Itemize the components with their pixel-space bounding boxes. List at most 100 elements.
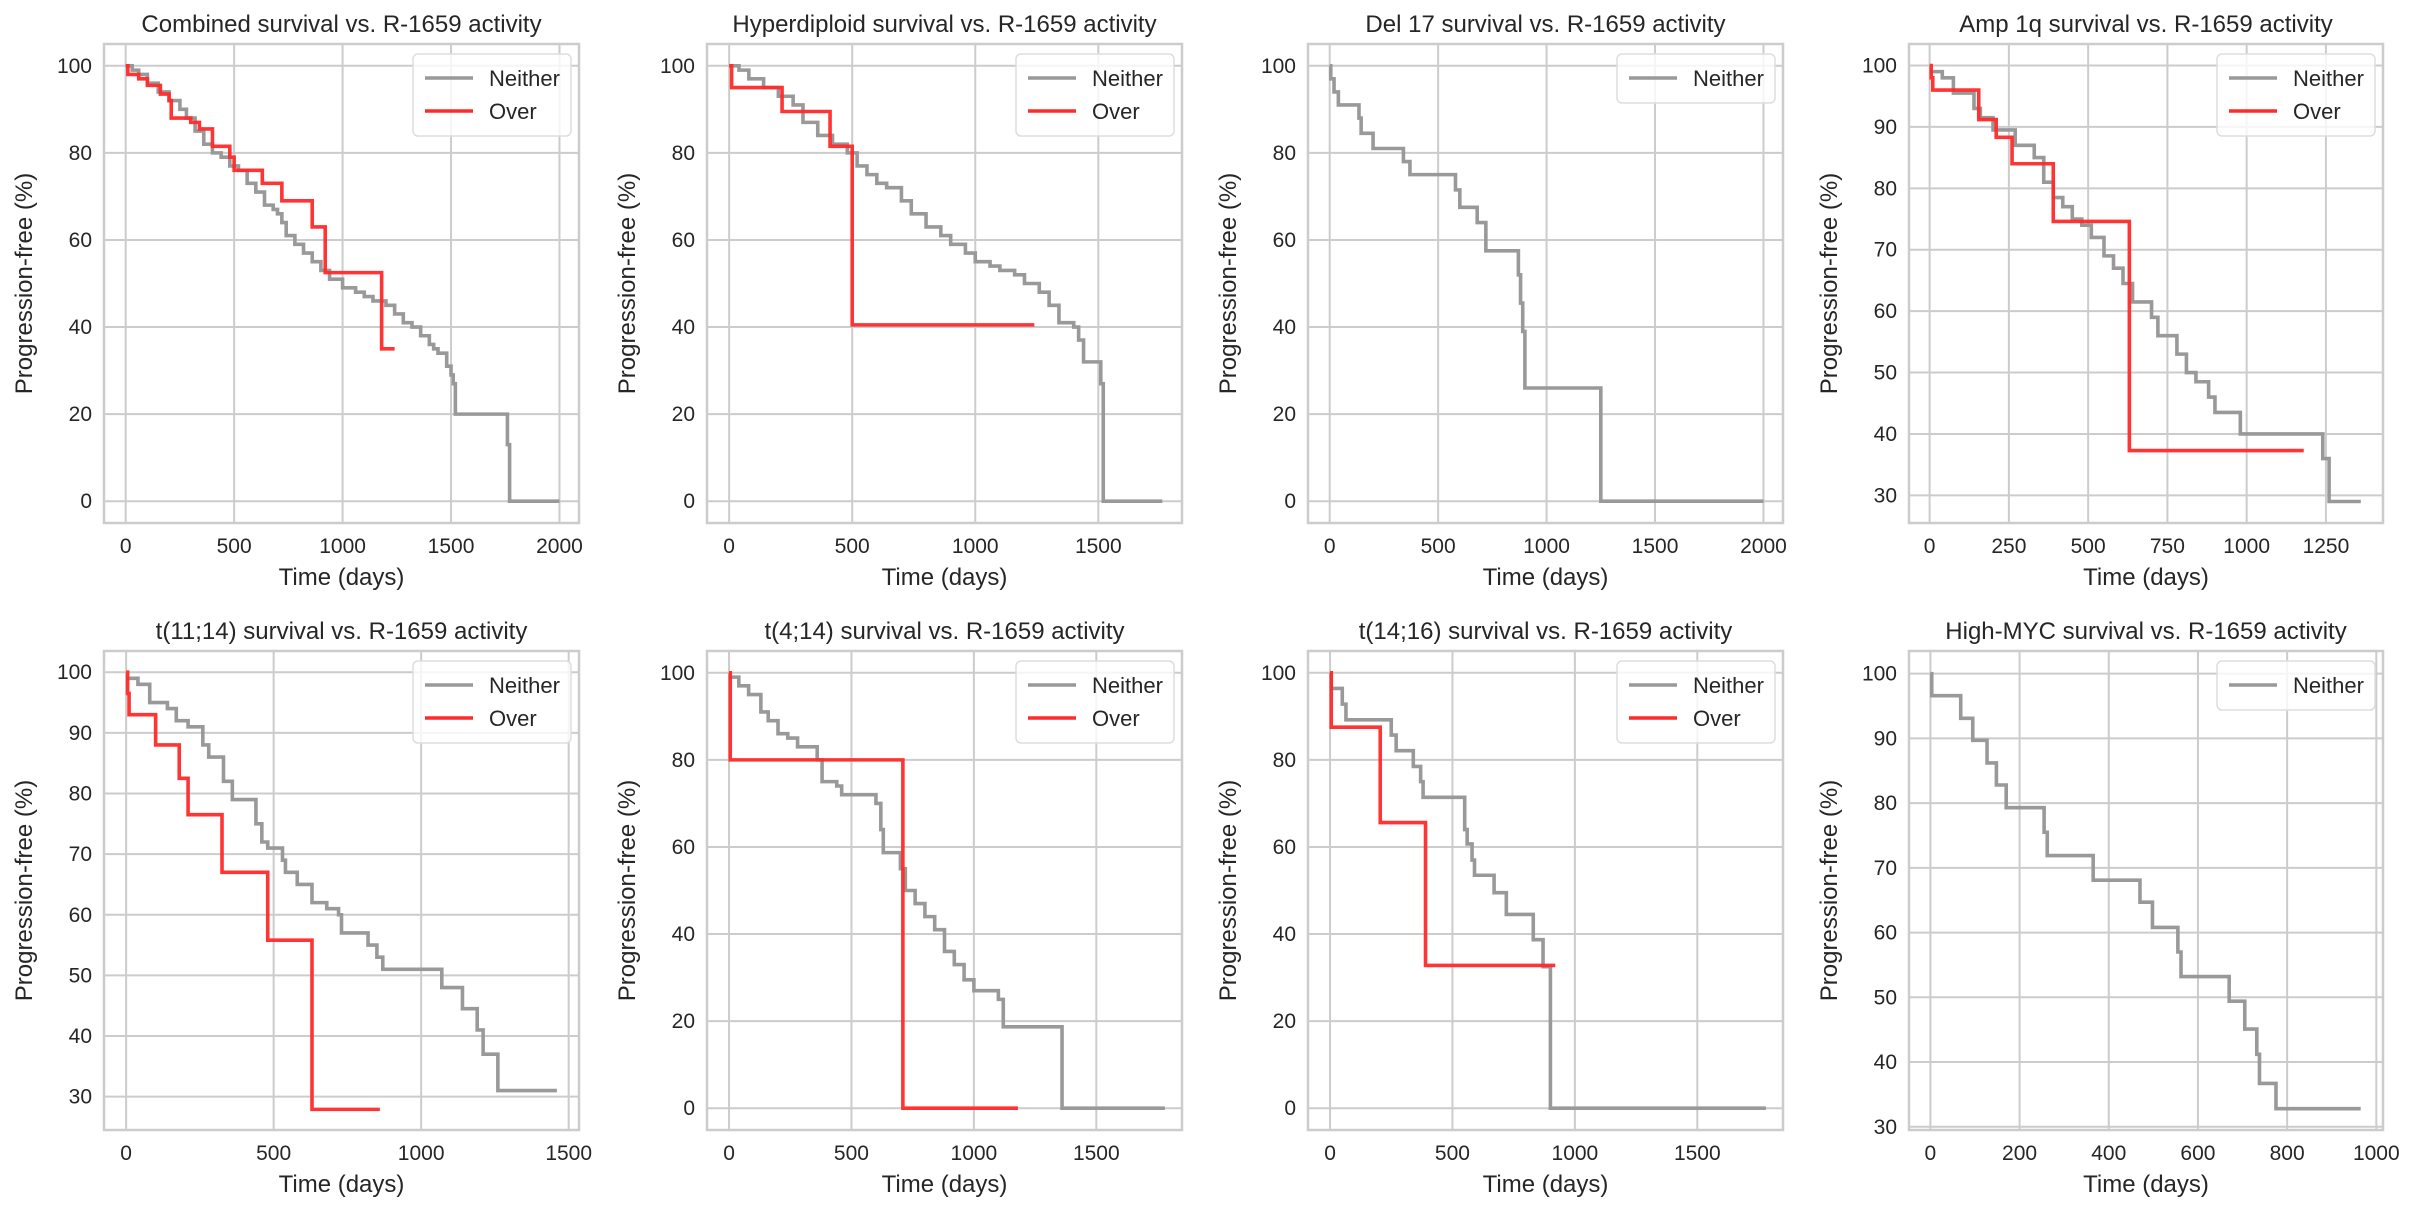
y-tick-label: 20 [69, 403, 92, 426]
legend: Neither [2216, 660, 2376, 711]
x-tick-label: 500 [2071, 535, 2106, 558]
y-tick-label: 50 [1874, 362, 1897, 385]
subplot-8: 0 200 400 600 800 1000 30 40 50 60 70 80 90 100 Neithe… [1816, 618, 2400, 1198]
x-tick-label: 500 [1421, 535, 1456, 558]
subplot-6: 0 500 1000 1500 0 20 40 60 80 100 Neither Over t(4;1… [614, 618, 1184, 1198]
x-tick-label: 0 [1324, 1142, 1336, 1165]
axes-frame [705, 649, 1184, 1132]
x-tick-label: 200 [2002, 1142, 2037, 1165]
y-tick-label: 40 [672, 316, 695, 339]
y-axis-label: Progression-free (%) [1215, 780, 1242, 1001]
x-tick-label: 0 [1925, 1142, 1937, 1165]
y-tick-label: 60 [1874, 300, 1897, 323]
y-tick-label: 40 [69, 316, 92, 339]
y-tick-label: 40 [69, 1025, 92, 1048]
legend: Neither Over [1616, 660, 1776, 744]
y-tick-label: 60 [672, 836, 695, 859]
x-tick-label: 1500 [1075, 535, 1122, 558]
plot-area [1909, 651, 2383, 1130]
x-tick-label: 1500 [1073, 1142, 1120, 1165]
legend: Neither Over [412, 660, 572, 744]
x-axis-label: Time (days) [1483, 1171, 1609, 1198]
series-line-over [1329, 670, 1556, 968]
y-tick-label: 20 [1273, 403, 1296, 426]
subplot-5: 0 500 1000 1500 30 40 50 60 70 80 90 100 Neither Over… [11, 618, 592, 1198]
y-tick-label: 0 [683, 490, 695, 513]
x-tick-label: 0 [120, 1142, 132, 1165]
series-line-over [125, 63, 395, 351]
y-tick-label: 90 [1874, 727, 1897, 750]
legend-label-neither: Neither [1693, 673, 1764, 698]
legend: Neither Over [2216, 53, 2376, 137]
x-axis-label: Time (days) [2083, 1171, 2209, 1198]
legend-label-neither: Neither [2293, 66, 2364, 91]
y-tick-label: 40 [672, 923, 695, 946]
y-tick-label: 40 [1273, 923, 1296, 946]
legend-box [1616, 660, 1776, 744]
series-line-neither [729, 675, 1165, 1111]
x-tick-label: 400 [2091, 1142, 2126, 1165]
x-tick-label: 1000 [2353, 1142, 2400, 1165]
y-axis-label: Progression-free (%) [1816, 173, 1843, 394]
subplot-title: Amp 1q survival vs. R-1659 activity [1959, 11, 2332, 38]
subplot-title: t(14;16) survival vs. R-1659 activity [1359, 618, 1732, 645]
subplot-4: 0 250 500 750 1000 1250 30 40 50 60 70 80 90 100 Neith… [1816, 11, 2385, 591]
x-tick-label: 250 [1991, 535, 2026, 558]
y-tick-label: 50 [69, 964, 92, 987]
x-tick-label: 1000 [951, 1142, 998, 1165]
legend-label-over: Over [1693, 706, 1741, 731]
y-tick-label: 30 [69, 1086, 92, 1109]
x-tick-label: 1000 [319, 535, 366, 558]
x-axis-label: Time (days) [882, 1171, 1008, 1198]
subplot-2: 0 500 1000 1500 0 20 40 60 80 100 Neither Over Hyper… [614, 11, 1184, 591]
y-tick-label: 0 [683, 1097, 695, 1120]
series-line-neither [729, 63, 1163, 504]
legend-label-neither: Neither [1092, 66, 1163, 91]
x-tick-label: 1500 [428, 535, 475, 558]
axes-frame [705, 42, 1184, 525]
x-tick-label: 1500 [1674, 1142, 1721, 1165]
series-line-neither [126, 676, 557, 1093]
y-tick-label: 80 [69, 142, 92, 165]
legend-label-over: Over [489, 706, 537, 731]
y-tick-label: 20 [1273, 1010, 1296, 1033]
y-tick-label: 100 [1862, 54, 1897, 77]
y-tick-label: 70 [69, 843, 92, 866]
y-tick-label: 0 [1284, 1097, 1296, 1120]
y-axis-label: Progression-free (%) [1215, 173, 1242, 394]
legend: Neither Over [412, 53, 572, 137]
legend-box [412, 53, 572, 137]
y-tick-label: 70 [1874, 239, 1897, 262]
x-tick-label: 0 [1924, 535, 1936, 558]
subplot-title: t(11;14) survival vs. R-1659 activity [156, 618, 528, 645]
x-tick-label: 1000 [2223, 535, 2270, 558]
subplot-title: High-MYC survival vs. R-1659 activity [1945, 618, 2346, 645]
subplot-title: Combined survival vs. R-1659 activity [141, 11, 541, 38]
subplot-1: 0 500 1000 1500 2000 0 20 40 60 80 100 Neither Over C… [11, 11, 583, 591]
y-tick-label: 40 [1273, 316, 1296, 339]
axes-frame [102, 42, 581, 525]
x-tick-label: 1000 [1552, 1142, 1599, 1165]
y-tick-label: 40 [1874, 423, 1897, 446]
y-tick-label: 70 [1874, 857, 1897, 880]
axes-frame [102, 649, 581, 1132]
legend-label-neither: Neither [1693, 66, 1764, 91]
series-line-over [728, 670, 1018, 1111]
y-tick-label: 100 [1261, 662, 1296, 685]
x-tick-label: 0 [1324, 535, 1336, 558]
y-tick-label: 60 [69, 229, 92, 252]
legend: Neither Over [1015, 53, 1175, 137]
legend-label-neither: Neither [1092, 673, 1163, 698]
x-tick-label: 750 [2150, 535, 2185, 558]
legend-label-neither: Neither [489, 66, 560, 91]
plot-area [1308, 44, 1783, 523]
axes-frame [1306, 42, 1785, 525]
series-line-over [729, 63, 1035, 327]
y-axis-label: Progression-free (%) [11, 780, 38, 1001]
legend-label-over: Over [489, 99, 537, 124]
y-tick-label: 60 [69, 904, 92, 927]
x-axis-label: Time (days) [2083, 564, 2209, 591]
x-tick-label: 1500 [1632, 535, 1679, 558]
series-line-neither [1929, 671, 2361, 1111]
